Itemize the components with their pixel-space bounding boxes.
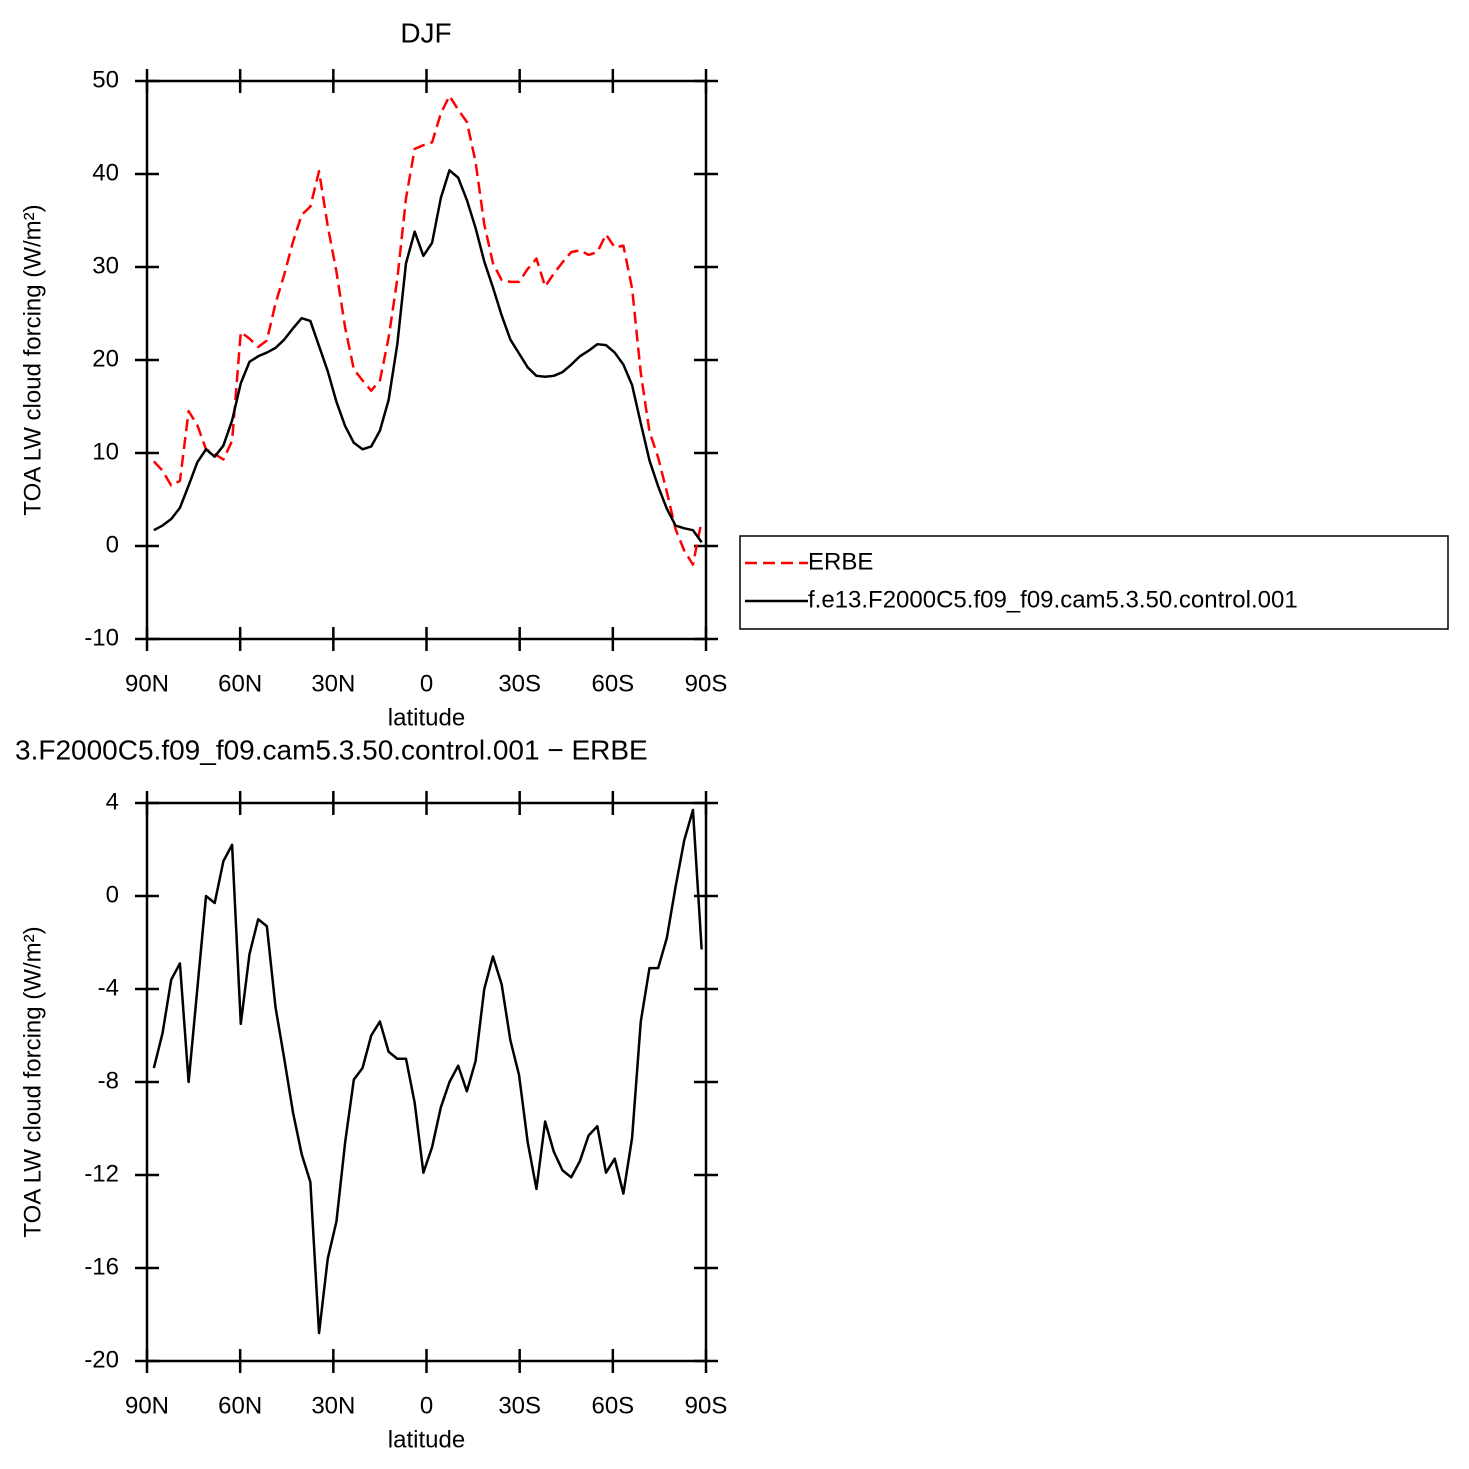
- y-tick-label: 30: [92, 252, 119, 279]
- x-tick-label: 90N: [125, 1392, 169, 1419]
- y-tick-label: -12: [84, 1160, 119, 1187]
- y-tick-label: 50: [92, 66, 119, 93]
- plot-frame: [145, 79, 708, 641]
- x-tick-label: 30S: [498, 670, 541, 697]
- series-line: [152, 94, 703, 566]
- x-tick-label: 0: [420, 1392, 433, 1419]
- x-tick-label: 30S: [498, 1392, 541, 1419]
- legend-label: ERBE: [808, 548, 873, 575]
- x-tick-label: 60S: [591, 670, 634, 697]
- y-tick-label: -16: [84, 1253, 119, 1280]
- chart-title: DJF: [400, 17, 451, 48]
- x-tick-label: 30N: [311, 670, 355, 697]
- x-tick-label: 30N: [311, 1392, 355, 1419]
- x-axis-label: latitude: [388, 1426, 465, 1453]
- x-tick-label: 90N: [125, 670, 169, 697]
- y-tick-label: 40: [92, 159, 119, 186]
- legend-label: f.e13.F2000C5.f09_f09.cam5.3.50.control.…: [808, 586, 1298, 613]
- series-line: [153, 169, 703, 544]
- y-tick-label: -4: [98, 974, 119, 1001]
- y-tick-label: 20: [92, 345, 119, 372]
- y-tick-label: -8: [98, 1067, 119, 1094]
- plot-frame: [145, 801, 708, 1363]
- x-tick-label: 60N: [218, 1392, 262, 1419]
- y-axis-label: TOA LW cloud forcing (W/m²): [19, 926, 46, 1237]
- y-tick-label: 10: [92, 438, 119, 465]
- series-line: [152, 808, 703, 1335]
- y-axis-label: TOA LW cloud forcing (W/m²): [19, 204, 46, 515]
- x-tick-label: 90S: [685, 1392, 728, 1419]
- x-tick-label: 60N: [218, 670, 262, 697]
- x-tick-label: 60S: [591, 1392, 634, 1419]
- y-tick-label: 4: [106, 788, 119, 815]
- legend-box: [739, 535, 1449, 630]
- x-tick-label: 90S: [685, 670, 728, 697]
- x-tick-label: 0: [420, 670, 433, 697]
- chart-title: 3.F2000C5.f09_f09.cam5.3.50.control.001 …: [15, 734, 648, 765]
- y-tick-label: 0: [106, 531, 119, 558]
- x-axis-label: latitude: [388, 704, 465, 731]
- y-tick-label: 0: [106, 881, 119, 908]
- y-tick-label: -10: [84, 624, 119, 651]
- y-tick-label: -20: [84, 1346, 119, 1373]
